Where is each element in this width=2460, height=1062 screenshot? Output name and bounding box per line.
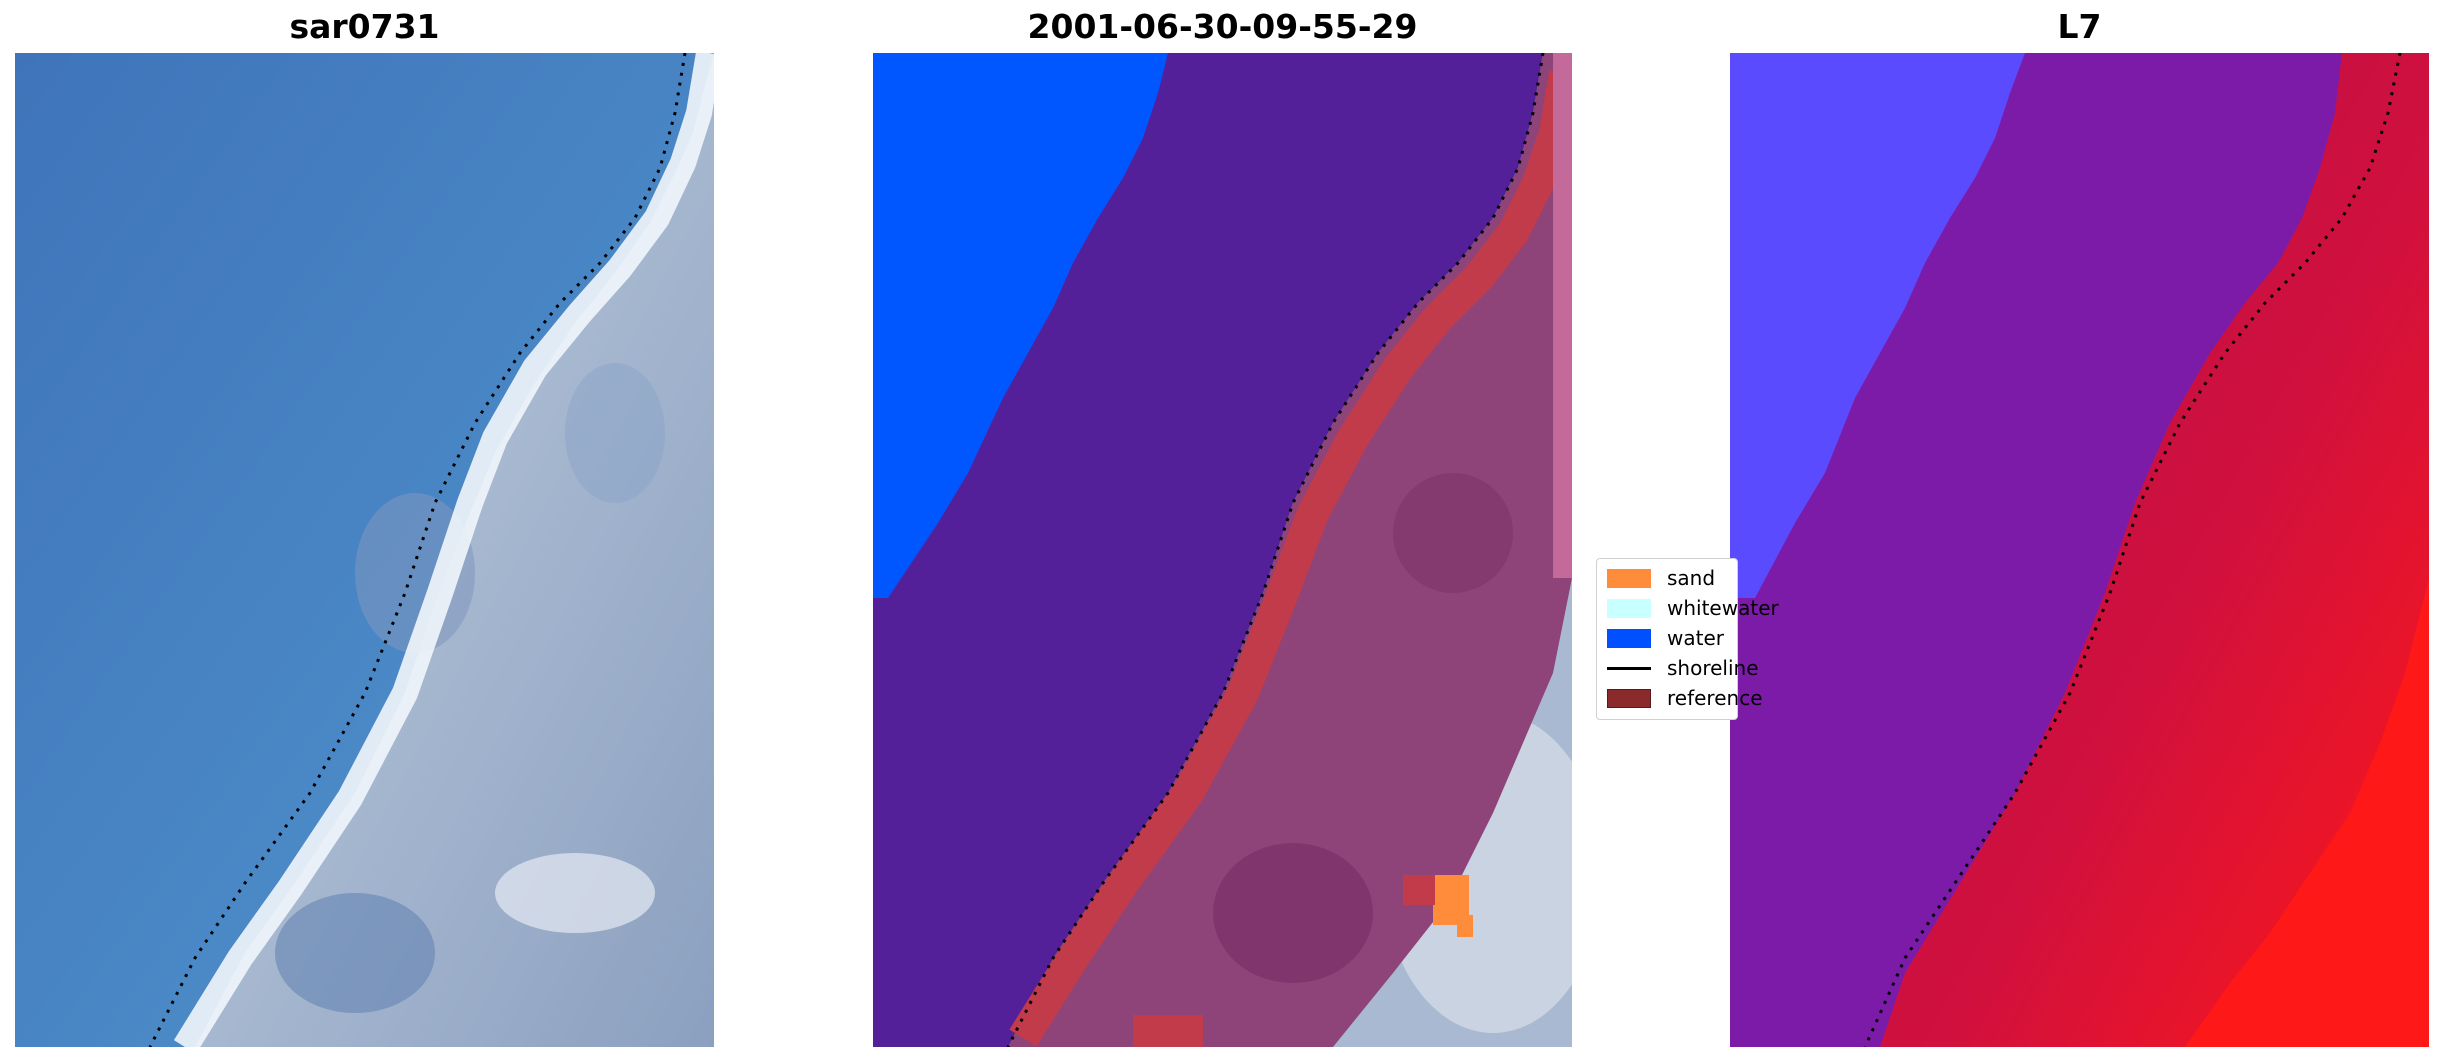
panel-title-probability: L7 xyxy=(2057,7,2102,46)
legend-label: sand xyxy=(1667,566,1716,590)
water-probability xyxy=(1730,53,2025,598)
edge-strip xyxy=(1553,53,1572,578)
legend: sand whitewater water shoreline referenc… xyxy=(1596,558,1779,720)
rgb-image-panel xyxy=(15,53,714,1047)
legend-swatch xyxy=(1607,628,1651,648)
legend-label: shoreline xyxy=(1667,656,1759,680)
land-overlay-dark xyxy=(1213,843,1373,983)
probability-panel xyxy=(1730,53,2429,1047)
legend-label: water xyxy=(1667,626,1724,650)
legend-item-water: water xyxy=(1607,625,1724,651)
whitewater-band xyxy=(173,53,714,1047)
beach-area xyxy=(195,53,714,1047)
reference-class xyxy=(1403,875,1435,905)
shore-class-band xyxy=(1009,70,1572,1047)
classification-image xyxy=(873,53,1572,1047)
legend-swatch xyxy=(1607,598,1651,618)
legend-label: whitewater xyxy=(1667,596,1779,620)
legend-item-shoreline: shoreline xyxy=(1607,655,1759,681)
panel-title-classification: 2001-06-30-09-55-29 xyxy=(1027,7,1418,46)
panel-title-rgb: sar0731 xyxy=(289,7,440,46)
beach-highlight xyxy=(495,853,655,933)
water-class xyxy=(873,53,1168,598)
legend-line-swatch xyxy=(1607,666,1651,670)
legend-item-whitewater: whitewater xyxy=(1607,595,1779,621)
legend-label: reference xyxy=(1667,686,1763,710)
probability-image xyxy=(1730,53,2429,1047)
legend-swatch xyxy=(1607,688,1651,708)
legend-item-reference: reference xyxy=(1607,685,1763,711)
legend-swatch xyxy=(1607,568,1651,588)
reference-class xyxy=(1133,1015,1203,1047)
beach-shadow xyxy=(275,893,435,1013)
land-probability-bright xyxy=(2185,578,2429,1047)
land-overlay-dark xyxy=(1393,473,1513,593)
legend-item-sand: sand xyxy=(1607,565,1715,591)
rgb-image xyxy=(15,53,714,1047)
beach-shadow xyxy=(565,363,665,503)
land-probability xyxy=(1880,53,2429,1047)
classification-panel xyxy=(873,53,1572,1047)
sand-class xyxy=(1457,915,1473,937)
